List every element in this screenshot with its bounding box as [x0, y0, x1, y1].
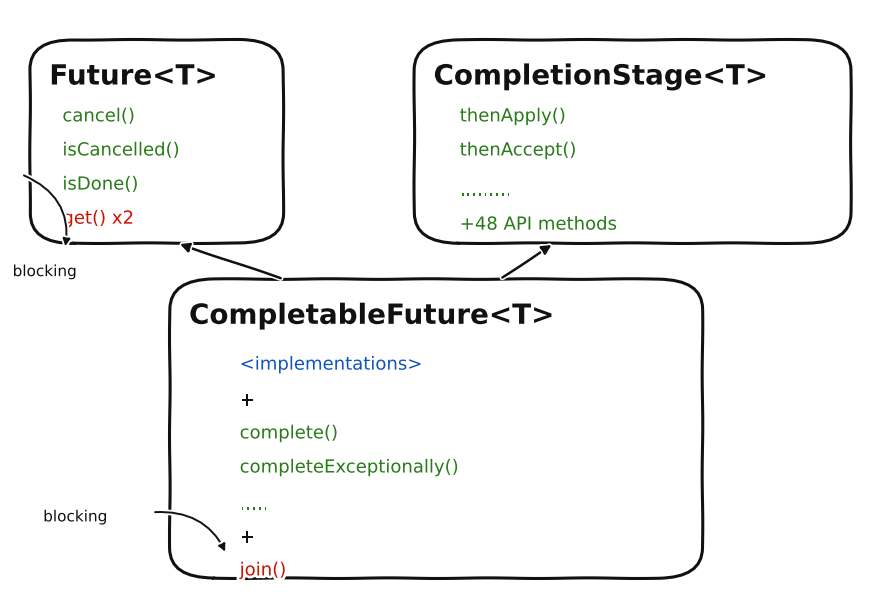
- Text: Future<T>: Future<T>: [49, 62, 218, 90]
- Text: cancel(): cancel(): [63, 107, 135, 125]
- Text: +: +: [240, 528, 255, 547]
- Text: get() x2: get() x2: [63, 210, 134, 228]
- Text: +48 API methods: +48 API methods: [460, 216, 617, 234]
- Text: thenAccept(): thenAccept(): [460, 141, 576, 159]
- Text: isDone(): isDone(): [63, 176, 138, 193]
- Text: blocking: blocking: [43, 510, 107, 524]
- Text: .....: .....: [240, 496, 269, 514]
- Text: complete(): complete(): [240, 424, 338, 442]
- Text: completeExceptionally(): completeExceptionally(): [240, 459, 458, 476]
- FancyBboxPatch shape: [414, 40, 851, 243]
- FancyBboxPatch shape: [170, 279, 702, 578]
- Text: CompletionStage<T>: CompletionStage<T>: [433, 62, 768, 90]
- Text: .........: .........: [460, 182, 512, 199]
- FancyBboxPatch shape: [30, 40, 284, 243]
- Text: CompletableFuture<T>: CompletableFuture<T>: [189, 302, 555, 330]
- Text: join(): join(): [240, 561, 286, 579]
- Text: <implementations>: <implementations>: [240, 356, 422, 374]
- Text: blocking: blocking: [12, 264, 77, 279]
- Text: isCancelled(): isCancelled(): [63, 141, 180, 159]
- Text: +: +: [240, 391, 255, 410]
- Text: thenApply(): thenApply(): [460, 107, 566, 125]
